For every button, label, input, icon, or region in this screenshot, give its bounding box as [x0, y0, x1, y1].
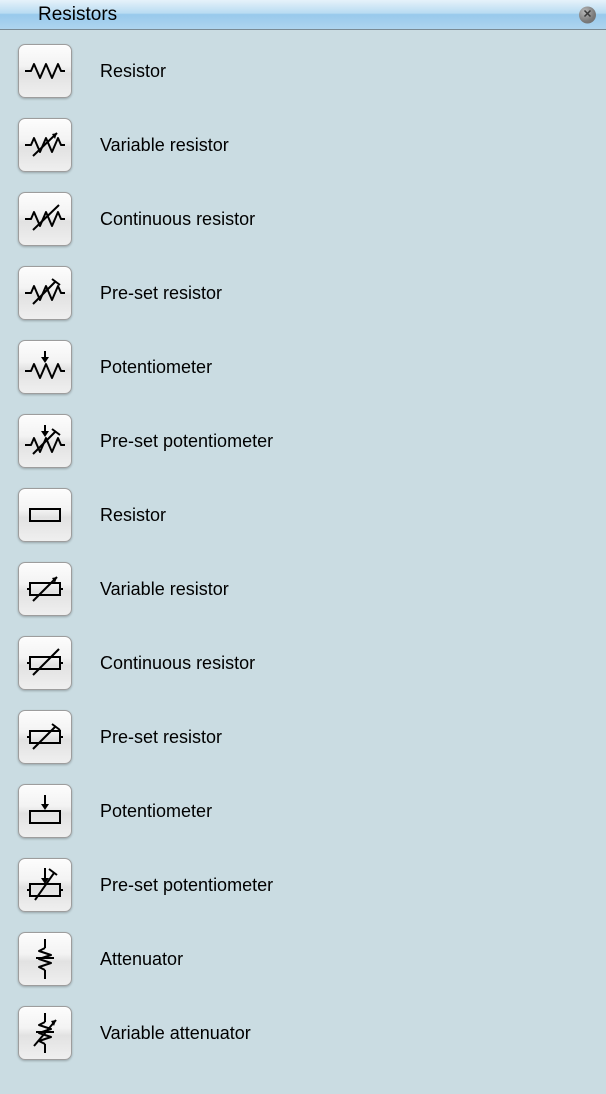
list-item: Resistor — [18, 488, 588, 542]
preset-resistor-box-icon — [23, 720, 67, 754]
list-item: Resistor — [18, 44, 588, 98]
list-item: Variable attenuator — [18, 1006, 588, 1060]
item-label: Attenuator — [100, 949, 183, 970]
list-item: Variable resistor — [18, 562, 588, 616]
preset-potentiometer-zigzag-icon — [23, 423, 67, 459]
item-label: Resistor — [100, 505, 166, 526]
panel-body: Resistor Variable resistor Continuous re… — [0, 30, 606, 1094]
resistor-zigzag-button[interactable] — [18, 44, 72, 98]
list-item: Pre-set resistor — [18, 266, 588, 320]
item-label: Resistor — [100, 61, 166, 82]
list-item: Potentiometer — [18, 784, 588, 838]
potentiometer-zigzag-button[interactable] — [18, 340, 72, 394]
preset-potentiometer-box-button[interactable] — [18, 858, 72, 912]
item-label: Continuous resistor — [100, 653, 255, 674]
variable-resistor-zigzag-icon — [23, 128, 67, 162]
continuous-resistor-box-button[interactable] — [18, 636, 72, 690]
list-item: Variable resistor — [18, 118, 588, 172]
potentiometer-zigzag-icon — [23, 349, 67, 385]
potentiometer-box-button[interactable] — [18, 784, 72, 838]
preset-potentiometer-zigzag-button[interactable] — [18, 414, 72, 468]
title-bar: Resistors — [0, 0, 606, 30]
item-label: Pre-set potentiometer — [100, 431, 273, 452]
list-item: Pre-set resistor — [18, 710, 588, 764]
attenuator-icon — [30, 937, 60, 981]
continuous-resistor-box-icon — [23, 646, 67, 680]
variable-resistor-box-icon — [23, 572, 67, 606]
item-label: Variable attenuator — [100, 1023, 251, 1044]
list-item: Continuous resistor — [18, 636, 588, 690]
item-label: Continuous resistor — [100, 209, 255, 230]
panel-title: Resistors — [38, 4, 117, 26]
list-item: Pre-set potentiometer — [18, 858, 588, 912]
close-button[interactable] — [579, 6, 596, 23]
preset-resistor-box-button[interactable] — [18, 710, 72, 764]
item-label: Pre-set potentiometer — [100, 875, 273, 896]
item-label: Pre-set resistor — [100, 727, 222, 748]
variable-attenuator-icon — [28, 1011, 62, 1055]
continuous-resistor-zigzag-icon — [23, 202, 67, 236]
item-label: Variable resistor — [100, 579, 229, 600]
list-item: Potentiometer — [18, 340, 588, 394]
item-label: Potentiometer — [100, 801, 212, 822]
preset-potentiometer-box-icon — [23, 866, 67, 904]
list-item: Pre-set potentiometer — [18, 414, 588, 468]
variable-resistor-zigzag-button[interactable] — [18, 118, 72, 172]
resistor-box-icon — [23, 503, 67, 527]
item-label: Potentiometer — [100, 357, 212, 378]
preset-resistor-zigzag-icon — [23, 276, 67, 310]
variable-resistor-box-button[interactable] — [18, 562, 72, 616]
item-label: Variable resistor — [100, 135, 229, 156]
continuous-resistor-zigzag-button[interactable] — [18, 192, 72, 246]
item-label: Pre-set resistor — [100, 283, 222, 304]
resistor-box-button[interactable] — [18, 488, 72, 542]
variable-attenuator-button[interactable] — [18, 1006, 72, 1060]
resistor-zigzag-icon — [23, 56, 67, 86]
attenuator-button[interactable] — [18, 932, 72, 986]
potentiometer-box-icon — [23, 793, 67, 829]
preset-resistor-zigzag-button[interactable] — [18, 266, 72, 320]
list-item: Attenuator — [18, 932, 588, 986]
list-item: Continuous resistor — [18, 192, 588, 246]
